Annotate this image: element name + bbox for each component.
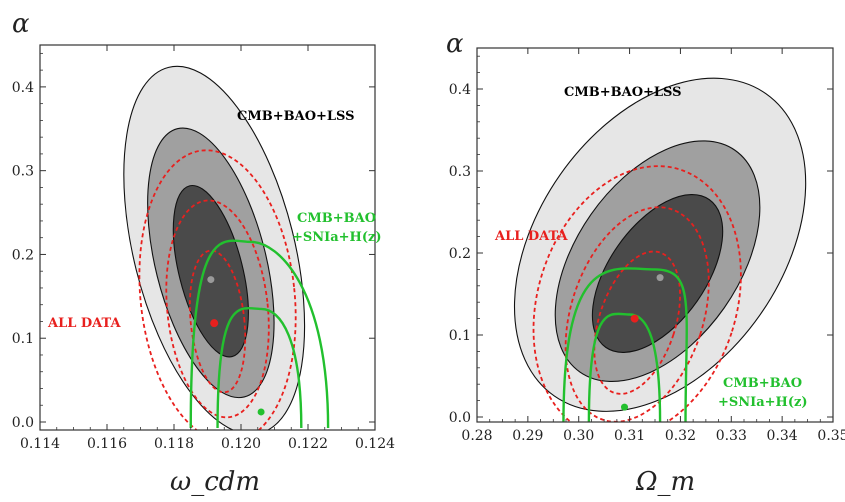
left-bestfit-red (210, 319, 219, 328)
left-x-tick-label: 0.118 (154, 436, 194, 452)
right-green-contour-2σ (562, 267, 688, 422)
left-x-axis-symbol: ω_cdm (170, 467, 260, 497)
right-x-tick-label: 0.28 (461, 428, 492, 444)
right-axes: 0.28 0.29 0.30 0.31 0.32 0.33 0.34 0.35 0.0 0.1 0.… (449, 48, 845, 444)
left-y-tick-label: 0.3 (12, 164, 34, 180)
right-y-tick-label: 0.4 (449, 82, 471, 98)
left-x-tick-label: 0.120 (221, 436, 261, 452)
left-label-all-data: ALL DATA (47, 316, 122, 331)
right-x-tick-label: 0.34 (767, 428, 798, 444)
left-green-contour-1σ (216, 306, 303, 429)
left-x-tick-label: 0.124 (355, 436, 395, 452)
right-panel: 0.28 0.29 0.30 0.31 0.32 0.33 0.34 0.35 0.0 0.1 0.… (446, 29, 845, 497)
right-label-green-line2: +SNIa+H(z) (718, 395, 808, 410)
left-bestfit-green (257, 408, 265, 416)
right-gray-contour-1σ (591, 194, 724, 353)
right-y-tick-label: 0.0 (449, 410, 471, 426)
left-y-tick-label: 0.2 (12, 247, 34, 263)
left-red-contour-1σ (188, 249, 247, 394)
right-y-tick-label: 0.3 (449, 164, 471, 180)
right-red-contour-2σ (564, 206, 710, 422)
right-label-cmb-bao-lss: CMB+BAO+LSS (564, 85, 682, 100)
left-red-contour-2σ (165, 199, 270, 419)
left-x-tick-label: 0.122 (288, 436, 328, 452)
left-label-cmb-bao-lss: CMB+BAO+LSS (237, 109, 355, 124)
left-label-green: CMB+BAO +SNIa+H(z) (292, 211, 382, 245)
right-label-all-data: ALL DATA (494, 229, 569, 244)
left-panel: 0.114 0.116 0.118 0.120 0.122 0.124 0.0 0.1 0.2 0… (12, 9, 395, 497)
right-x-axis-symbol: Ω_m (635, 467, 695, 497)
left-y-tick-label: 0.1 (12, 331, 34, 347)
left-y-axis-label: α (12, 9, 30, 39)
right-x-tick-label: 0.33 (716, 428, 747, 444)
left-x-tick-label: 0.114 (20, 436, 60, 452)
right-x-tick-label: 0.32 (665, 428, 696, 444)
right-green-contour-1σ (587, 312, 662, 422)
left-contours (123, 65, 330, 430)
right-y-tick-label: 0.2 (449, 246, 471, 262)
left-red-contour-3σ (138, 149, 297, 430)
right-y-axis-label: α (446, 29, 464, 59)
left-axes: 0.114 0.116 0.118 0.120 0.122 0.124 0.0 0.1 0.2 0… (12, 45, 395, 452)
right-bestfit-red (630, 314, 639, 323)
left-bestfit-gray (207, 276, 215, 284)
left-x-axis-label: ω_cdm (170, 467, 260, 497)
left-y-tick-label: 0.4 (12, 80, 34, 96)
right-red-contour-3σ (532, 165, 742, 422)
right-x-tick-label: 0.31 (614, 428, 645, 444)
right-x-tick-label: 0.35 (817, 428, 845, 444)
left-gray-contour-1σ (172, 184, 249, 358)
left-x-tick-label: 0.116 (87, 436, 127, 452)
right-x-axis-label: Ω_m (635, 467, 695, 497)
left-label-green-line2: +SNIa+H(z) (292, 230, 382, 245)
right-label-green: CMB+BAO +SNIa+H(z) (718, 376, 808, 410)
right-label-green-line1: CMB+BAO (723, 376, 802, 391)
right-x-tick-label: 0.29 (512, 428, 543, 444)
right-x-tick-label: 0.30 (563, 428, 594, 444)
right-y-tick-label: 0.1 (449, 328, 471, 344)
left-green-contour-2σ (189, 239, 330, 429)
left-label-green-line1: CMB+BAO (297, 211, 376, 226)
right-contours (513, 77, 807, 422)
right-bestfit-green (620, 403, 628, 411)
left-y-tick-label: 0.0 (12, 415, 34, 431)
right-red-contour-1σ (593, 250, 681, 395)
right-bestfit-gray (656, 274, 664, 282)
